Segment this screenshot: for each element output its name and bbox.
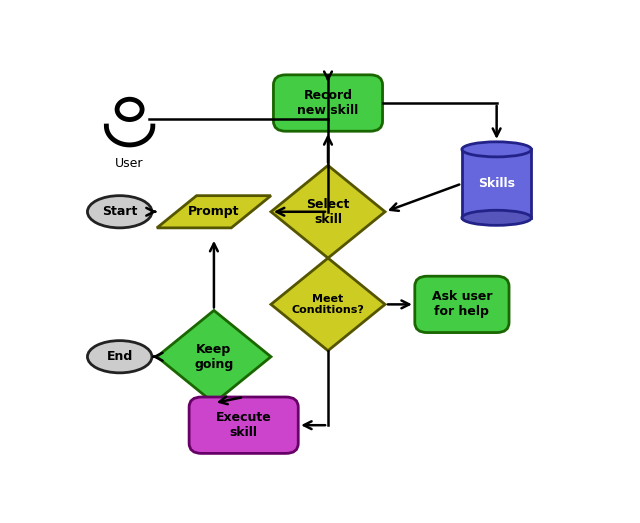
FancyBboxPatch shape (415, 276, 509, 333)
Text: Keep
going: Keep going (195, 343, 234, 371)
Text: End: End (106, 350, 133, 363)
Ellipse shape (462, 142, 531, 157)
Polygon shape (462, 150, 531, 218)
Polygon shape (271, 258, 385, 351)
Text: Skills: Skills (478, 177, 515, 190)
Text: Execute
skill: Execute skill (216, 411, 271, 439)
Text: Ask user
for help: Ask user for help (431, 290, 492, 319)
Text: Select
skill: Select skill (307, 198, 349, 226)
Ellipse shape (462, 210, 531, 225)
FancyBboxPatch shape (189, 397, 298, 453)
Polygon shape (157, 311, 271, 403)
Polygon shape (271, 165, 385, 258)
Polygon shape (157, 196, 271, 228)
Text: Prompt: Prompt (188, 205, 239, 218)
Ellipse shape (88, 340, 152, 373)
Text: Record
new skill: Record new skill (298, 89, 358, 117)
Ellipse shape (88, 196, 152, 228)
Text: Meet
Conditions?: Meet Conditions? (292, 293, 364, 315)
Text: Start: Start (102, 205, 138, 218)
Text: User: User (115, 157, 144, 170)
FancyBboxPatch shape (273, 75, 383, 131)
Circle shape (117, 99, 142, 120)
